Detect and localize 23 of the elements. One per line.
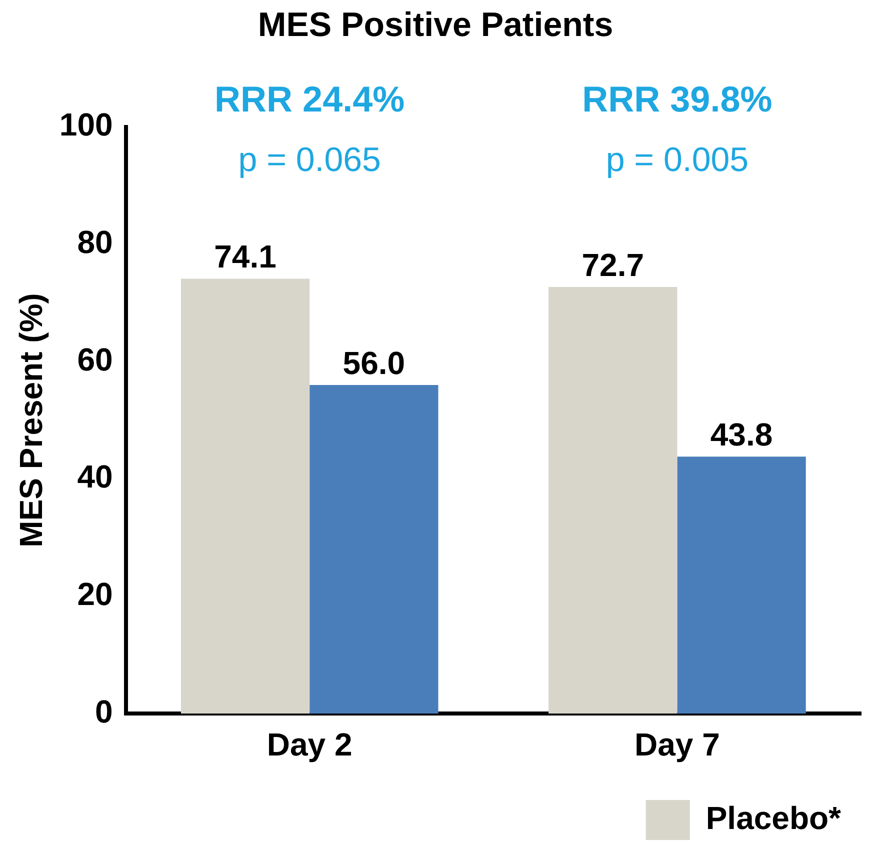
y-tick-label: 0 (94, 693, 113, 730)
y-tick-label: 40 (77, 458, 113, 495)
bar (677, 456, 806, 714)
x-tick-label: Day 2 (266, 726, 352, 763)
y-tick-label: 100 (59, 106, 113, 143)
annotation: p = 0.005 (606, 141, 749, 180)
y-tick-label: 80 (77, 224, 113, 260)
text: RRR 24.4% (214, 78, 405, 120)
data-label: 56.0 (342, 344, 406, 381)
y-tick-label: 60 (77, 341, 113, 378)
text: RRR 39.8% (582, 78, 772, 120)
bar (310, 384, 438, 714)
data-label: 72.7 (582, 246, 644, 283)
bar (548, 286, 678, 714)
data-label: 74.1 (214, 238, 276, 275)
x-tick-label: Day 7 (634, 726, 720, 763)
chart-title: MES Positive Patients (258, 6, 614, 44)
legend-label: Placebo* (706, 800, 842, 836)
bar (180, 278, 310, 714)
y-tick-label: 20 (77, 576, 113, 612)
annotation: p = 0.065 (238, 141, 381, 180)
data-label: 43.8 (710, 416, 773, 452)
y-axis-title: MES Present (%) (13, 293, 50, 548)
